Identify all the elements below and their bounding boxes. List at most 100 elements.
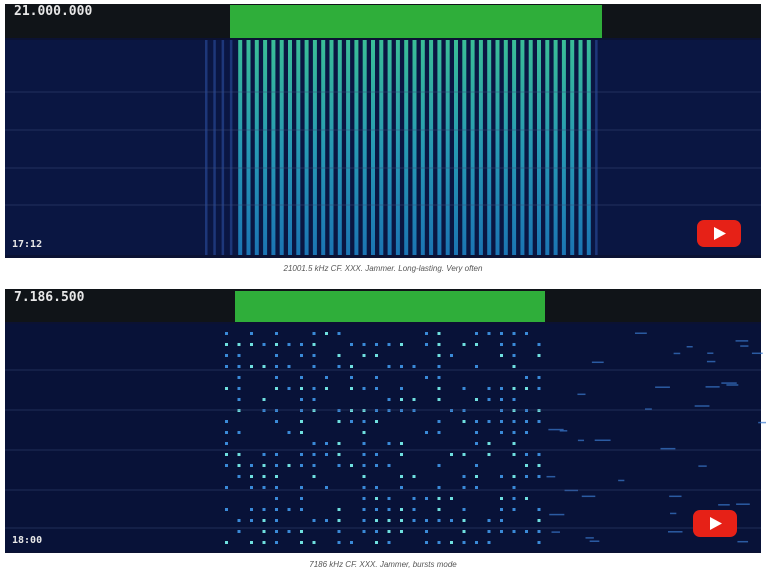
- signal-burst: [363, 530, 366, 533]
- signal-burst: [350, 387, 353, 390]
- signal-burst: [475, 486, 478, 489]
- signal-burst: [500, 431, 503, 434]
- noise-trace: [737, 541, 748, 543]
- signal-burst: [388, 365, 391, 368]
- signal-burst: [300, 354, 303, 357]
- signal-burst: [475, 365, 478, 368]
- youtube-button[interactable]: [693, 510, 737, 537]
- signal-burst: [463, 541, 466, 544]
- signal-burst: [263, 486, 266, 489]
- signal-burst: [275, 420, 278, 423]
- signal-stripe: [496, 40, 500, 255]
- signal-burst: [225, 453, 228, 456]
- signal-burst: [313, 365, 316, 368]
- signal-burst: [388, 343, 391, 346]
- signal-burst: [375, 497, 378, 500]
- signal-burst: [288, 464, 291, 467]
- signal-burst: [513, 442, 516, 445]
- signal-burst: [263, 365, 266, 368]
- signal-burst: [438, 431, 441, 434]
- noise-trace: [674, 353, 681, 355]
- signal-burst: [450, 541, 453, 544]
- signal-burst: [288, 365, 291, 368]
- signal-burst: [338, 541, 341, 544]
- signal-burst: [238, 376, 241, 379]
- signal-burst: [375, 387, 378, 390]
- signal-burst: [400, 365, 403, 368]
- signal-burst: [400, 519, 403, 522]
- signal-burst: [338, 420, 341, 423]
- noise-trace: [758, 422, 766, 424]
- signal-burst: [388, 530, 391, 533]
- signal-burst: [513, 354, 516, 357]
- frequency-readout: 7.186.500: [14, 290, 85, 305]
- signal-burst: [413, 508, 416, 511]
- signal-burst: [425, 343, 428, 346]
- noise-trace: [582, 496, 596, 498]
- signal-burst: [450, 497, 453, 500]
- signal-burst: [263, 453, 266, 456]
- signal-burst: [438, 376, 441, 379]
- signal-stripe: [421, 40, 425, 255]
- signal-stripe: [330, 40, 334, 255]
- noise-trace: [577, 394, 585, 396]
- signal-stripe: [363, 40, 367, 255]
- signal-burst: [325, 453, 328, 456]
- signal-burst: [538, 409, 541, 412]
- signal-burst: [500, 398, 503, 401]
- signal-burst: [438, 343, 441, 346]
- signal-burst: [500, 475, 503, 478]
- signal-burst: [300, 464, 303, 467]
- signal-stripe: [529, 40, 533, 255]
- signal-burst: [338, 354, 341, 357]
- noise-trace: [695, 405, 710, 407]
- noise-trace: [547, 476, 556, 478]
- time-readout: 17:12: [12, 239, 42, 250]
- noise-trace: [560, 430, 568, 432]
- signal-burst: [238, 519, 241, 522]
- noise-trace: [660, 448, 675, 450]
- signal-burst: [250, 486, 253, 489]
- signal-burst: [313, 354, 316, 357]
- signal-burst: [438, 387, 441, 390]
- signal-burst: [350, 365, 353, 368]
- signal-burst: [388, 409, 391, 412]
- noise-trace: [726, 384, 738, 386]
- signal-burst: [350, 464, 353, 467]
- signal-burst: [238, 464, 241, 467]
- signal-burst: [525, 475, 528, 478]
- signal-burst: [513, 453, 516, 456]
- signal-burst: [400, 409, 403, 412]
- signal-burst: [363, 486, 366, 489]
- signal-burst: [438, 464, 441, 467]
- signal-burst: [338, 464, 341, 467]
- noise-trace: [698, 465, 706, 467]
- noise-trace: [585, 537, 593, 539]
- signal-burst: [313, 409, 316, 412]
- signal-burst: [438, 519, 441, 522]
- signal-burst: [263, 519, 266, 522]
- signal-burst: [413, 519, 416, 522]
- noise-trace: [721, 382, 736, 384]
- signal-burst: [238, 365, 241, 368]
- signal-burst: [350, 343, 353, 346]
- signal-burst: [525, 464, 528, 467]
- signal-stripe: [413, 40, 417, 255]
- signal-burst: [513, 398, 516, 401]
- signal-burst: [463, 475, 466, 478]
- signal-burst: [300, 420, 303, 423]
- signal-burst: [438, 541, 441, 544]
- signal-burst: [363, 431, 366, 434]
- youtube-button[interactable]: [697, 220, 741, 247]
- signal-stripe: [462, 40, 466, 255]
- signal-burst: [263, 343, 266, 346]
- signal-burst: [313, 442, 316, 445]
- signal-burst: [425, 530, 428, 533]
- signal-burst: [438, 420, 441, 423]
- signal-burst: [513, 497, 516, 500]
- signal-burst: [225, 431, 228, 434]
- signal-burst: [238, 475, 241, 478]
- signal-burst: [488, 530, 491, 533]
- signal-burst: [475, 541, 478, 544]
- signal-burst: [375, 530, 378, 533]
